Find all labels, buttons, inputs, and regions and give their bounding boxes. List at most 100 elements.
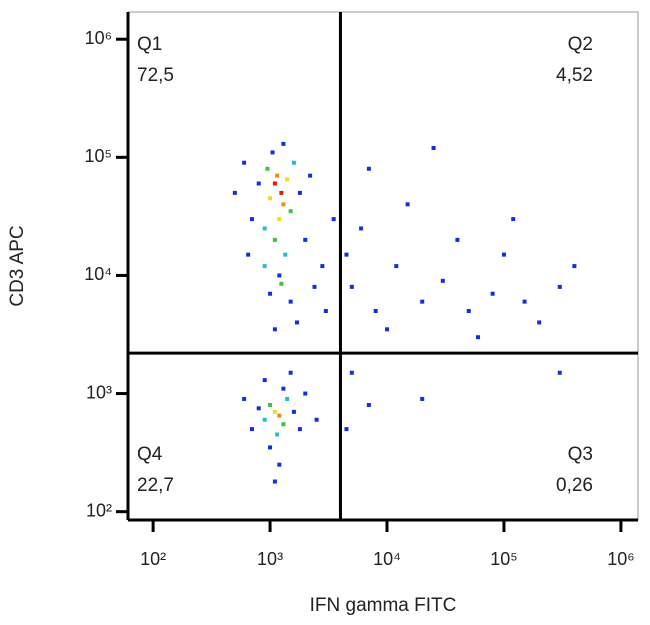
event-dot — [501, 252, 506, 257]
y-tick-label: 10⁵ — [85, 146, 112, 166]
event-dot — [394, 264, 399, 269]
event-dot — [277, 273, 282, 278]
event-dot — [557, 370, 562, 375]
event-dot — [420, 299, 425, 304]
event-dot — [344, 252, 349, 257]
event-dot — [312, 284, 317, 289]
event-dot — [314, 417, 319, 422]
event-dot — [256, 406, 261, 411]
event-dot — [522, 299, 527, 304]
y-axis-title: CD3 APC — [7, 225, 28, 306]
event-dot — [281, 386, 286, 391]
event-dot — [320, 264, 325, 269]
event-dot — [279, 281, 284, 286]
event-dot — [272, 181, 277, 186]
event-dot — [268, 402, 273, 407]
plot-frame — [127, 11, 639, 521]
event-dot — [476, 335, 481, 340]
x-tick-label: 10² — [140, 549, 166, 569]
event-dot — [242, 160, 247, 165]
event-dot — [297, 190, 302, 195]
quadrant-percent: 4,52 — [556, 65, 593, 86]
event-dot — [288, 370, 293, 375]
event-dot — [572, 264, 577, 269]
event-dot — [268, 196, 273, 201]
y-tick-label: 10⁴ — [84, 264, 112, 284]
event-dot — [359, 226, 364, 231]
y-tick-label: 10⁶ — [85, 28, 112, 48]
event-dot — [303, 237, 308, 242]
event-dot — [272, 237, 277, 242]
event-dot — [249, 427, 254, 432]
event-dot — [242, 396, 247, 401]
event-dot — [366, 166, 371, 171]
event-dot — [366, 402, 371, 407]
event-dot — [262, 378, 267, 383]
event-dot — [277, 413, 282, 418]
y-tick-label: 10³ — [86, 382, 112, 402]
event-dot — [373, 308, 378, 313]
event-dot — [256, 181, 261, 186]
event-dot — [279, 190, 284, 195]
event-dot — [232, 190, 237, 195]
event-dot — [288, 299, 293, 304]
event-dot — [331, 217, 336, 222]
event-dot — [431, 145, 436, 150]
event-dot — [511, 217, 516, 222]
event-dot — [281, 422, 286, 427]
quadrant-name: Q4 — [137, 444, 163, 465]
event-dot — [420, 396, 425, 401]
x-axis-title: IFN gamma FITC — [310, 595, 457, 616]
event-dot — [537, 320, 542, 325]
event-dot — [466, 308, 471, 313]
event-dot — [275, 432, 280, 437]
event-dot — [295, 320, 300, 325]
x-tick-label: 10³ — [257, 549, 283, 569]
event-dot — [275, 173, 280, 178]
event-dot — [262, 226, 267, 231]
quadrant-name: Q3 — [568, 444, 593, 465]
event-dot — [277, 462, 282, 467]
event-dot — [405, 202, 410, 207]
event-dot — [285, 396, 290, 401]
x-tick-label: 10⁴ — [373, 549, 401, 569]
event-dot — [455, 237, 460, 242]
quadrant-name: Q1 — [137, 34, 162, 55]
quadrant-percent: 72,5 — [137, 65, 174, 86]
event-dot — [349, 284, 354, 289]
event-dot — [303, 391, 308, 396]
event-dot — [385, 327, 390, 332]
event-dot — [557, 284, 562, 289]
event-dot — [272, 479, 277, 484]
event-dot — [490, 291, 495, 296]
event-dot — [272, 409, 277, 414]
event-dot — [246, 252, 251, 257]
y-tick-label: 10² — [86, 500, 112, 520]
event-dot — [297, 427, 302, 432]
event-dot — [268, 445, 273, 450]
event-dot — [270, 150, 275, 155]
event-dot — [262, 417, 267, 422]
event-dot — [344, 427, 349, 432]
x-tick-label: 10⁵ — [490, 549, 517, 569]
event-dot — [308, 173, 313, 178]
event-dot — [281, 202, 286, 207]
event-dot — [349, 370, 354, 375]
event-dot — [288, 209, 293, 214]
event-dot — [440, 278, 445, 283]
event-dot — [249, 217, 254, 222]
event-dot — [265, 166, 270, 171]
event-dot — [262, 264, 267, 269]
event-dot — [283, 252, 288, 257]
event-dot — [291, 409, 296, 414]
quadrant-percent: 22,7 — [137, 475, 174, 496]
quadrant-name: Q2 — [568, 34, 593, 55]
event-dot — [323, 308, 328, 313]
event-dot — [272, 327, 277, 332]
event-dot — [285, 177, 290, 182]
event-dot — [281, 141, 286, 146]
event-dot — [291, 160, 296, 165]
quadrant-percent: 0,26 — [556, 475, 593, 496]
event-dot — [277, 217, 282, 222]
